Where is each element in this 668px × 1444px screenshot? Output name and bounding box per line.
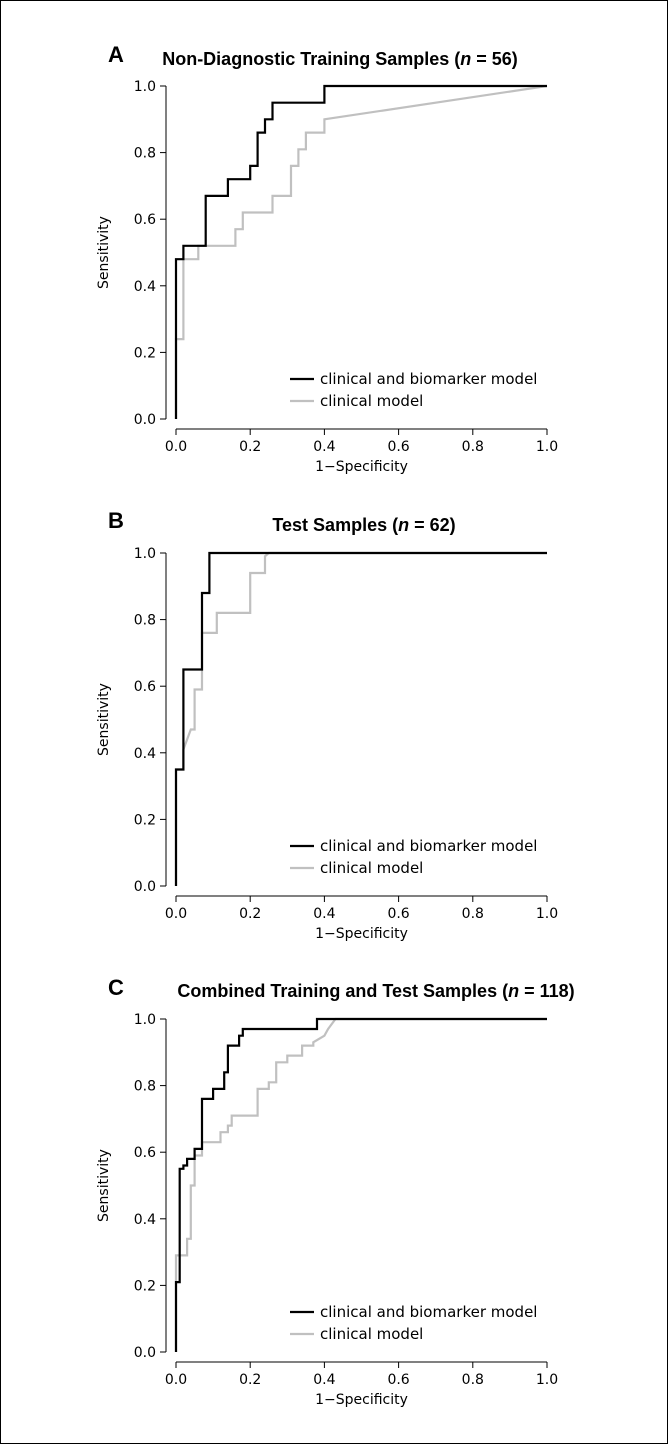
legend-label: clinical model [320, 392, 423, 410]
y-axis-label: Sensitivity [96, 683, 112, 756]
series-line-clinical-and-biomarker [174, 551, 547, 886]
x-tick-label: 0.0 [165, 906, 187, 922]
x-tick-label: 0.8 [462, 1372, 484, 1388]
x-tick-label: 1.0 [536, 1372, 558, 1388]
y-tick-label: 0.6 [134, 1145, 156, 1161]
y-tick-label: 0.6 [134, 679, 156, 695]
x-axis-label: 1−Specificity [315, 926, 408, 942]
chart-panel-c: C Combined Training and Test Samples (n =… [96, 975, 575, 1408]
legend-label: clinical model [320, 1325, 423, 1343]
legend-label: clinical and biomarker model [320, 837, 537, 855]
x-tick-label: 0.6 [387, 906, 409, 922]
series-line-clinical-and-biomarker [174, 84, 547, 419]
title-text: Test Samples ( [272, 515, 398, 535]
x-tick-label: 0.8 [462, 439, 484, 455]
y-tick-label: 0.4 [134, 279, 156, 295]
y-tick-label: 0.0 [134, 412, 156, 428]
y-tick-label: 0.6 [134, 212, 156, 228]
series-line-clinical-and-biomarker [174, 1017, 547, 1352]
x-tick-label: 0.0 [165, 439, 187, 455]
x-tick-label: 0.4 [313, 906, 335, 922]
x-tick-label: 1.0 [536, 439, 558, 455]
legend-label: clinical and biomarker model [320, 370, 537, 388]
y-tick-label: 0.8 [134, 1079, 156, 1095]
x-tick-label: 0.6 [387, 1372, 409, 1388]
title-text: Combined Training and Test Samples ( [177, 981, 508, 1001]
y-tick-label: 1.0 [134, 546, 156, 562]
y-tick-label: 1.0 [134, 1012, 156, 1028]
y-tick-label: 0.8 [134, 146, 156, 162]
title-end: = 62) [409, 515, 456, 535]
y-axis-label: Sensitivity [96, 1149, 112, 1222]
y-tick-label: 0.2 [134, 1278, 156, 1294]
panel-letter: C [108, 975, 124, 1000]
x-tick-label: 0.0 [165, 1372, 187, 1388]
y-axis-label: Sensitivity [96, 216, 112, 289]
y-tick-label: 0.2 [134, 345, 156, 361]
title-n: n [460, 49, 471, 69]
legend-label: clinical and biomarker model [320, 1303, 537, 1321]
chart-panel-a: A Non-Diagnostic Training Samples (n = 56… [96, 42, 558, 475]
y-tick-label: 0.0 [134, 879, 156, 895]
x-tick-label: 0.2 [239, 439, 261, 455]
y-tick-label: 1.0 [134, 79, 156, 95]
title-n: n [398, 515, 409, 535]
y-tick-label: 0.2 [134, 812, 156, 828]
x-tick-label: 0.4 [313, 439, 335, 455]
chart-panel-b: B Test Samples (n = 62) 0.0 0.2 0.4 0.6 0.8 1.0… [96, 508, 558, 942]
x-tick-label: 0.2 [239, 906, 261, 922]
chart-title: Combined Training and Test Samples (n = … [177, 981, 574, 1001]
title-end: = 56) [471, 49, 518, 69]
title-text: Non-Diagnostic Training Samples ( [162, 49, 460, 69]
panel-letter: A [108, 42, 124, 67]
y-tick-label: 0.4 [134, 1212, 156, 1228]
x-tick-label: 0.8 [462, 906, 484, 922]
y-tick-label: 0.8 [134, 613, 156, 629]
series-line-clinical [174, 84, 548, 419]
title-end: = 118) [519, 981, 575, 1001]
chart-title: Test Samples (n = 62) [272, 515, 455, 535]
legend-label: clinical model [320, 859, 423, 877]
x-axis-label: 1−Specificity [315, 1392, 408, 1408]
x-tick-label: 1.0 [536, 906, 558, 922]
x-tick-label: 0.2 [239, 1372, 261, 1388]
series-line-clinical [174, 1017, 547, 1352]
x-tick-label: 0.4 [313, 1372, 335, 1388]
panel-letter: B [108, 508, 124, 533]
chart-title: Non-Diagnostic Training Samples (n = 56) [162, 49, 518, 69]
y-tick-label: 0.0 [134, 1345, 156, 1361]
y-tick-label: 0.4 [134, 746, 156, 762]
x-tick-label: 0.6 [387, 439, 409, 455]
x-axis-label: 1−Specificity [315, 459, 408, 475]
title-n: n [508, 981, 519, 1001]
